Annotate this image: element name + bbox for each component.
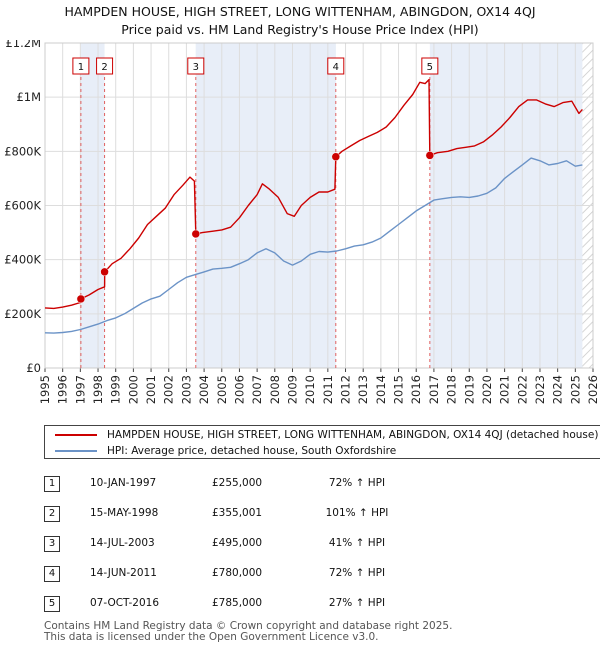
sale-date: 10-JAN-1997: [90, 477, 157, 489]
sale-date: 07-OCT-2016: [90, 597, 159, 609]
sale-hpi-change: 41% ↑ HPI: [328, 537, 386, 549]
sale-point: [100, 267, 109, 277]
sale-number-badge: 2: [44, 506, 60, 522]
y-tick-label: £200K: [4, 307, 41, 321]
sale-price: £255,000: [212, 477, 263, 489]
sale-price: £355,001: [212, 507, 263, 519]
sale-number-label: 3: [193, 62, 199, 73]
x-tick-label: 2026: [586, 375, 600, 404]
legend: HAMPDEN HOUSE, HIGH STREET, LONG WITTENH…: [44, 425, 600, 459]
sale-number-label: 1: [78, 62, 84, 73]
legend-item-hpi: HPI: Average price, detached house, Sout…: [55, 443, 396, 459]
table-row: 1 10-JAN-1997 £255,000 72% ↑ HPI: [44, 470, 564, 500]
sale-point: [76, 294, 86, 304]
sale-hpi-change: 101% ↑ HPI: [325, 507, 389, 519]
sale-hpi-change: 72% ↑ HPI: [328, 477, 386, 489]
sale-point: [331, 152, 341, 161]
sale-hpi-change: 72% ↑ HPI: [328, 567, 386, 579]
x-tick-label: 2003: [179, 375, 193, 404]
x-tick-label: 2023: [533, 375, 547, 404]
table-row: 5 07-OCT-2016 £785,000 27% ↑ HPI: [44, 590, 564, 620]
legend-label-property: HAMPDEN HOUSE, HIGH STREET, LONG WITTENH…: [107, 429, 599, 441]
sale-number-badge: 4: [44, 566, 60, 582]
sale-number-badge: 3: [44, 536, 60, 552]
y-tick-label: £1.2M: [5, 40, 41, 50]
y-tick-label: £800K: [4, 144, 41, 158]
title-line-2: Price paid vs. HM Land Registry's House …: [121, 22, 479, 37]
table-row: 4 14-JUN-2011 £780,000 72% ↑ HPI: [44, 560, 564, 590]
legend-item-property: HAMPDEN HOUSE, HIGH STREET, LONG WITTENH…: [55, 427, 598, 443]
sale-number-label: 5: [427, 62, 433, 73]
x-tick-label: 2007: [250, 375, 264, 404]
sale-number-label: 2: [101, 62, 107, 73]
sale-number-box: [96, 57, 114, 75]
title-line-1: HAMPDEN HOUSE, HIGH STREET, LONG WITTENH…: [64, 4, 536, 19]
footer-licence: This data is licensed under the Open Gov…: [44, 631, 379, 643]
sale-point: [191, 229, 201, 239]
sale-hpi-change: 27% ↑ HPI: [328, 597, 386, 609]
x-tick-label: 1997: [73, 375, 87, 404]
transactions-table: 1 10-JAN-1997 £255,000 72% ↑ HPI 2 15-MA…: [44, 470, 564, 620]
legend-swatch-blue: [55, 450, 97, 452]
x-tick-label: 2001: [144, 375, 158, 404]
legend-swatch-red: [55, 434, 97, 436]
y-tick-label: £0: [26, 361, 41, 375]
x-tick-label: 2019: [462, 375, 476, 404]
x-tick-label: 2017: [427, 375, 441, 404]
x-tick-label: 2009: [285, 375, 299, 404]
x-tick-label: 2021: [498, 375, 512, 404]
x-tick-label: 2006: [232, 375, 246, 404]
x-tick-label: 2024: [551, 375, 565, 404]
x-tick-label: 2011: [321, 375, 335, 404]
table-row: 3 14-JUL-2003 £495,000 41% ↑ HPI: [44, 530, 564, 560]
x-tick-label: 2004: [197, 375, 211, 404]
sale-date: 14-JUL-2003: [90, 537, 155, 549]
y-tick-label: £400K: [4, 253, 41, 267]
x-tick-label: 2010: [303, 375, 317, 404]
x-tick-label: 2018: [445, 375, 459, 404]
x-tick-label: 2013: [356, 375, 370, 404]
sale-price: £785,000: [212, 597, 263, 609]
y-tick-label: £1M: [16, 90, 41, 104]
sale-number-badge: 1: [44, 476, 60, 492]
x-tick-label: 2022: [515, 375, 529, 404]
chart-title: HAMPDEN HOUSE, HIGH STREET, LONG WITTENH…: [0, 3, 600, 39]
footer: Contains HM Land Registry data © Crown c…: [44, 621, 452, 643]
table-row: 2 15-MAY-1998 £355,001 101% ↑ HPI: [44, 500, 564, 530]
sale-date: 15-MAY-1998: [90, 507, 159, 519]
x-tick-label: 2014: [374, 375, 388, 404]
x-tick-label: 2015: [392, 375, 406, 404]
x-tick-label: 1999: [109, 375, 123, 404]
sale-number-box: [72, 57, 90, 75]
sale-point: [425, 151, 435, 160]
x-tick-label: 2020: [480, 375, 494, 404]
series-line-property: [44, 78, 583, 310]
sale-date: 14-JUN-2011: [90, 567, 157, 579]
sale-price: £495,000: [212, 537, 263, 549]
x-tick-label: 1998: [91, 375, 105, 404]
x-tick-label: 2025: [568, 375, 582, 404]
y-tick-label: £600K: [4, 199, 41, 213]
plot-border: [44, 42, 594, 369]
legend-label-hpi: HPI: Average price, detached house, Sout…: [107, 445, 397, 457]
sale-price: £780,000: [212, 567, 263, 579]
sale-number-label: 4: [333, 62, 339, 73]
sale-number-box: [327, 57, 345, 75]
x-tick-label: 1995: [38, 375, 52, 404]
sale-number-box: [187, 57, 205, 75]
series-line-hpi: [44, 157, 583, 334]
sale-number-badge: 5: [44, 596, 60, 612]
x-tick-label: 2005: [215, 375, 229, 404]
x-tick-label: 2012: [339, 375, 353, 404]
x-tick-label: 2002: [162, 375, 176, 404]
footer-copyright: Contains HM Land Registry data © Crown c…: [44, 620, 453, 632]
x-tick-label: 2000: [126, 375, 140, 404]
x-tick-label: 1996: [56, 375, 70, 404]
x-tick-label: 2016: [409, 375, 423, 404]
sale-number-box: [421, 57, 439, 75]
x-tick-label: 2008: [268, 375, 282, 404]
